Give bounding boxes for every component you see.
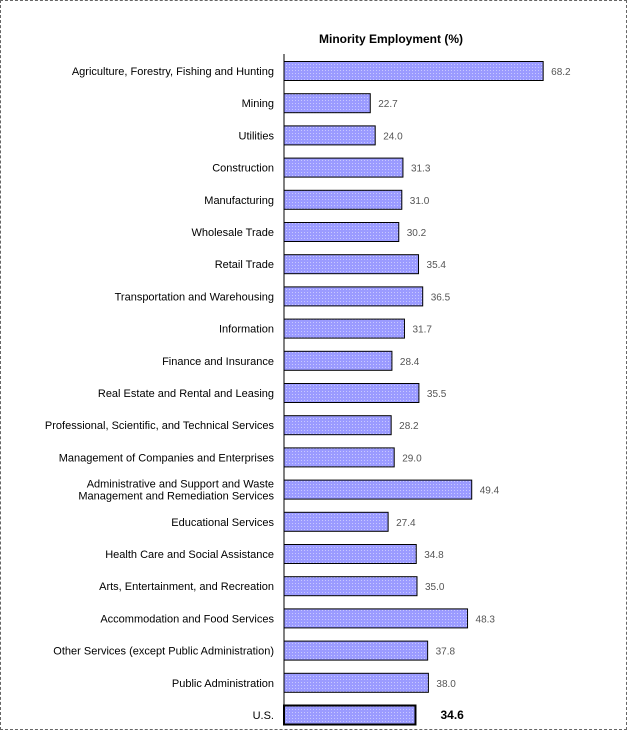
- bar: [283, 576, 418, 597]
- value-label: 35.5: [427, 389, 447, 400]
- category-label: Construction: [212, 163, 274, 175]
- bar: [283, 350, 393, 371]
- total-value-label: 34.6: [440, 708, 464, 722]
- value-label: 37.8: [436, 647, 456, 658]
- bar: [283, 415, 392, 436]
- value-label: 31.0: [410, 196, 430, 207]
- value-label: 38.0: [436, 679, 456, 690]
- bar: [283, 318, 405, 339]
- category-label: Mining: [242, 98, 274, 110]
- bar-group: Agriculture, Forestry, Fishing and Hunti…: [45, 61, 571, 726]
- bar: [283, 254, 420, 275]
- bar: [283, 286, 424, 307]
- bar: [283, 125, 376, 146]
- category-label: Agriculture, Forestry, Fishing and Hunti…: [72, 66, 274, 78]
- value-label: 36.5: [431, 292, 451, 303]
- category-label: U.S.: [253, 710, 274, 722]
- category-label: Utilities: [239, 130, 275, 142]
- value-label: 35.0: [425, 582, 445, 593]
- category-label: Finance and Insurance: [162, 356, 274, 368]
- category-label: Professional, Scientific, and Technical …: [45, 420, 275, 432]
- category-label: Educational Services: [171, 517, 274, 529]
- bar: [283, 157, 404, 178]
- chart-title: Minority Employment (%): [319, 32, 463, 46]
- category-label: Manufacturing: [204, 195, 274, 207]
- value-label: 28.4: [400, 357, 420, 368]
- value-label: 22.7: [378, 99, 398, 110]
- value-label: 49.4: [480, 486, 500, 497]
- bar: [283, 479, 473, 500]
- bar: [283, 61, 544, 81]
- category-label: Administrative and Support and Waste Mana…: [78, 479, 274, 503]
- category-label: Public Administration: [172, 678, 274, 690]
- category-label: Health Care and Social Assistance: [105, 549, 274, 561]
- category-label: Other Services (except Public Administra…: [53, 646, 274, 658]
- value-label: 30.2: [407, 228, 427, 239]
- bar: [283, 672, 429, 693]
- total-bar: [283, 704, 417, 726]
- category-label: Management of Companies and Enterprises: [59, 452, 275, 464]
- category-label: Accommodation and Food Services: [100, 613, 274, 625]
- bar: [283, 447, 395, 468]
- category-label: Wholesale Trade: [191, 227, 274, 239]
- value-label: 28.2: [399, 421, 419, 432]
- category-label: Transportation and Warehousing: [115, 291, 274, 303]
- value-label: 27.4: [396, 518, 416, 529]
- value-label: 31.3: [411, 164, 431, 175]
- value-label: 31.7: [412, 325, 432, 336]
- bar: [283, 640, 429, 661]
- category-label: Information: [219, 324, 274, 336]
- category-label: Arts, Entertainment, and Recreation: [99, 581, 274, 593]
- value-label: 48.3: [476, 614, 496, 625]
- bar: [283, 189, 403, 210]
- value-label: 24.0: [383, 131, 403, 142]
- bar: [283, 222, 400, 242]
- category-label: Real Estate and Rental and Leasing: [98, 388, 274, 400]
- value-label: 35.4: [427, 260, 447, 271]
- bar: [283, 608, 469, 629]
- category-label: Retail Trade: [215, 259, 274, 271]
- bar: [283, 511, 389, 532]
- bar: [283, 383, 420, 403]
- bar: [283, 93, 371, 114]
- bar: [283, 544, 417, 564]
- value-label: 34.8: [424, 550, 444, 561]
- value-label: 68.2: [551, 67, 571, 78]
- value-label: 29.0: [402, 453, 422, 464]
